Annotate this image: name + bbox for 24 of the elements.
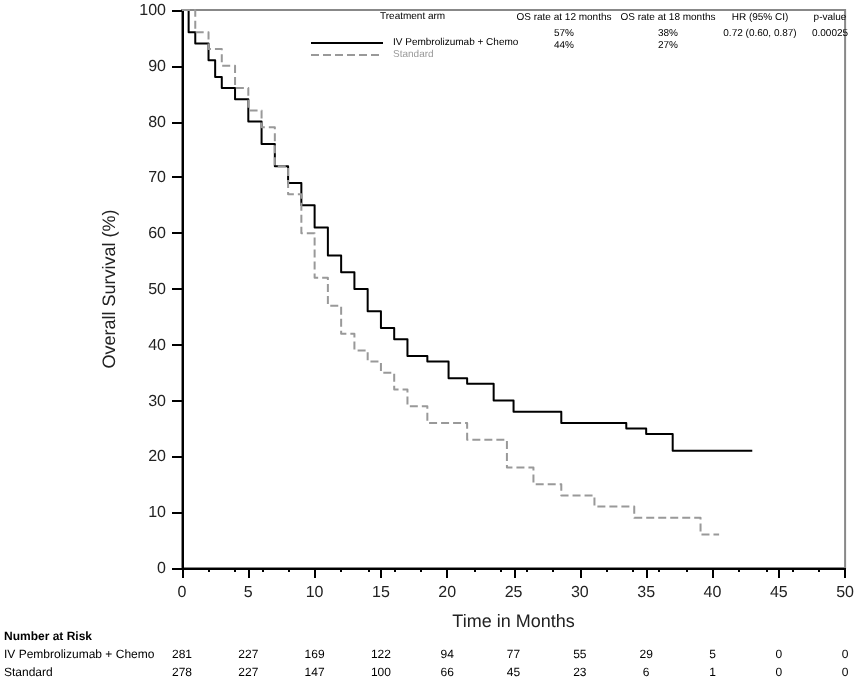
x-tick-label: 35 <box>637 583 657 601</box>
y-tick-label: 10 <box>148 503 168 522</box>
x-tick-label: 10 <box>305 583 325 601</box>
y-axis-title: Overall Survival (%) <box>98 209 119 369</box>
y-tick-label: 20 <box>148 447 168 466</box>
y-tick-label: 80 <box>148 112 168 131</box>
x-tick-label: 5 <box>243 583 254 601</box>
x-tick-label: 45 <box>769 583 789 601</box>
x-tick-label: 50 <box>836 583 856 601</box>
y-tick-label: 30 <box>148 391 168 410</box>
y-tick-label: 60 <box>148 224 168 243</box>
y-tick-label: 50 <box>148 280 168 298</box>
y-tick-label: 90 <box>148 56 168 75</box>
x-tick-label: 20 <box>438 583 458 601</box>
x-axis-title: Time in Months <box>452 611 576 631</box>
y-tick-label: 70 <box>148 168 168 187</box>
x-tick-label: 40 <box>703 583 723 601</box>
x-tick-label: 15 <box>372 583 391 601</box>
y-tick-label: 0 <box>157 559 168 577</box>
x-tick-label: 30 <box>570 583 590 601</box>
y-tick-label: 40 <box>148 335 168 354</box>
x-tick-label: 0 <box>177 583 188 601</box>
x-tick-label: 25 <box>504 583 524 601</box>
y-tick-label: 100 <box>139 1 168 19</box>
